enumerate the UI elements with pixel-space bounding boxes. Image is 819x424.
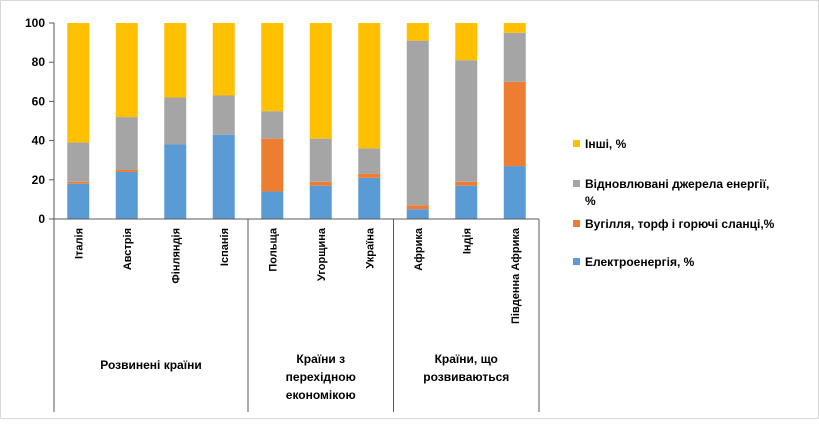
legend-swatch — [573, 180, 580, 187]
bar-segment — [455, 60, 478, 182]
plot-area: 0 20 40 60 80 100 Італія Австрія Фінляндія Іспані… — [25, 16, 540, 412]
group-label-line: економікою — [286, 388, 356, 402]
category-label: Іспанія — [219, 228, 231, 266]
bar-segment — [67, 183, 90, 219]
bar-segment — [406, 209, 429, 219]
bar-segment — [212, 95, 235, 135]
group-label-line: Розвинені країни — [100, 358, 201, 372]
bar-segment — [309, 185, 332, 219]
group-label: Країни, що розвиваються — [423, 352, 509, 384]
category-label: Угорщина — [316, 227, 328, 281]
group-label-line: Країни, що — [435, 352, 498, 366]
bar-segment — [455, 181, 478, 186]
legend-label-line: % — [585, 194, 596, 208]
bar-segment — [212, 134, 235, 219]
legend-label: Інші, % — [585, 137, 627, 151]
legend-label: Вугілля, торф і горючі сланці,% — [585, 217, 775, 231]
legend-label-line: Інші, % — [585, 137, 627, 151]
bar-segment — [67, 181, 90, 184]
bar-segment — [503, 81, 526, 167]
bar-segment — [358, 23, 381, 149]
bar-segment — [261, 23, 284, 112]
group-label-line: перехідною — [286, 370, 356, 384]
category-label: Італія — [73, 228, 85, 259]
group-label: Країни з перехідною економікою — [286, 352, 356, 402]
bar-segment — [358, 177, 381, 219]
bar-segment — [406, 205, 429, 210]
bar-segment — [309, 181, 332, 186]
group-label: Розвинені країни — [100, 358, 201, 372]
bar-segment — [115, 23, 138, 118]
bar-segment — [358, 173, 381, 178]
bar-segment — [164, 23, 187, 98]
legend-label: Відновлювані джерела енергії,% — [585, 177, 769, 208]
y-tick-label: 60 — [32, 94, 46, 108]
bar-segment — [164, 97, 187, 145]
bar-segment — [309, 23, 332, 139]
category-label: Австрія — [122, 228, 134, 270]
legend-label-line: Вугілля, торф і горючі сланці,% — [585, 217, 775, 231]
y-tick-label: 100 — [25, 16, 45, 30]
group-label-line: Країни з — [296, 352, 345, 366]
bar-segment — [115, 171, 138, 219]
legend-label: Електроенергія, % — [585, 255, 695, 269]
legend: Інші, % Відновлювані джерела енергії, % Вуг… — [573, 137, 775, 269]
bar-segment — [164, 144, 187, 219]
bar-segment — [212, 23, 235, 96]
bar-segment — [261, 191, 284, 219]
group-label-line: розвиваються — [423, 370, 509, 384]
bar-segment — [406, 40, 429, 206]
bar-segment — [67, 23, 90, 143]
bar-segment — [503, 23, 526, 33]
legend-label-line: Відновлювані джерела енергії, — [585, 177, 769, 191]
bar-segment — [358, 148, 381, 174]
bar-segment — [503, 166, 526, 219]
bar-segment — [261, 138, 284, 192]
bar-segment — [67, 142, 90, 182]
y-tick-label: 40 — [32, 134, 46, 148]
bar-segment — [261, 111, 284, 139]
bar-segment — [455, 185, 478, 219]
y-tick-label: 0 — [38, 212, 45, 226]
bar-segment — [455, 23, 478, 61]
bar-segment — [503, 32, 526, 82]
category-label: Індія — [461, 228, 473, 254]
category-label: Африка — [413, 227, 425, 271]
bar-segment — [406, 23, 429, 41]
category-label: Польща — [267, 227, 279, 272]
legend-swatch — [573, 140, 580, 147]
category-label: Україна — [364, 227, 376, 269]
category-label: Південна Африка — [510, 227, 522, 324]
bar-segment — [115, 117, 138, 170]
bar-segment — [309, 138, 332, 182]
bar-segment — [115, 170, 138, 172]
y-tick-label: 20 — [32, 173, 46, 187]
legend-swatch — [573, 258, 580, 265]
y-tick-label: 80 — [32, 55, 46, 69]
legend-swatch — [573, 220, 580, 227]
category-label: Фінляндія — [170, 228, 182, 284]
legend-label-line: Електроенергія, % — [585, 255, 695, 269]
